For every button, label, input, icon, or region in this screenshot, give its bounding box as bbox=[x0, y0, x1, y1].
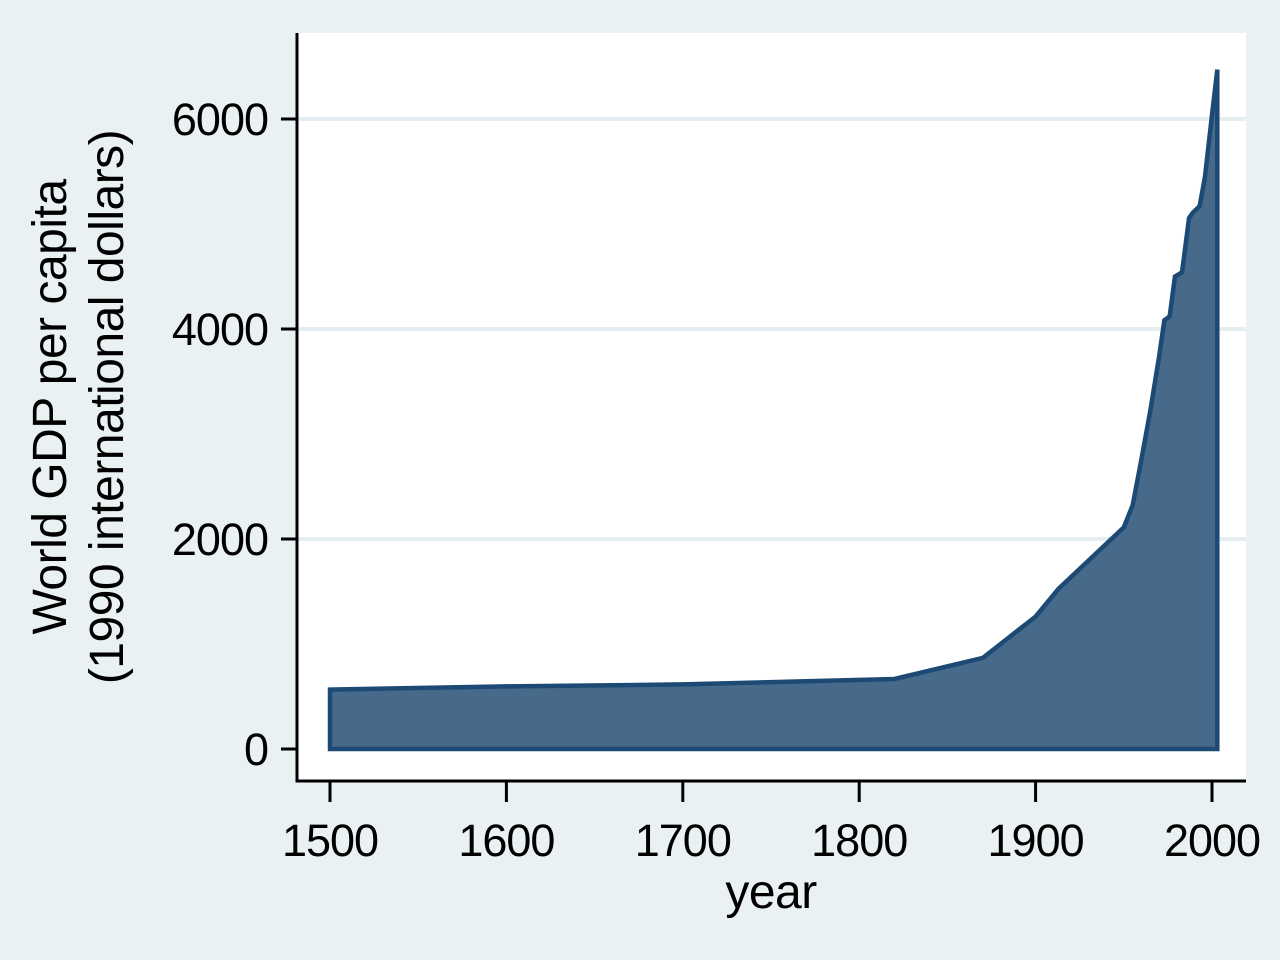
x-axis-title: year bbox=[725, 866, 817, 919]
x-tick-label-1500: 1500 bbox=[282, 815, 378, 866]
y-axis-title-line1: World GDP per capita bbox=[24, 179, 77, 635]
y-tick-group: 0 2000 4000 6000 bbox=[172, 94, 297, 775]
x-tick-label-1600: 1600 bbox=[458, 815, 554, 866]
y-tick-label-2000: 2000 bbox=[172, 514, 268, 565]
gdp-area-series bbox=[327, 69, 1220, 752]
x-tick-group: 1500 1600 1700 1800 1900 2000 bbox=[282, 781, 1261, 866]
y-axis-title-line2: (1990 international dollars) bbox=[81, 130, 134, 684]
x-tick-label-1700: 1700 bbox=[635, 815, 731, 866]
x-tick-label-1800: 1800 bbox=[811, 815, 907, 866]
gridline-group bbox=[297, 117, 1246, 541]
x-tick-label-1900: 1900 bbox=[988, 815, 1084, 866]
y-tick-label-6000: 6000 bbox=[172, 94, 268, 145]
x-tick-label-2000: 2000 bbox=[1164, 815, 1260, 866]
y-tick-label-4000: 4000 bbox=[172, 304, 268, 355]
y-tick-label-0: 0 bbox=[244, 724, 268, 775]
